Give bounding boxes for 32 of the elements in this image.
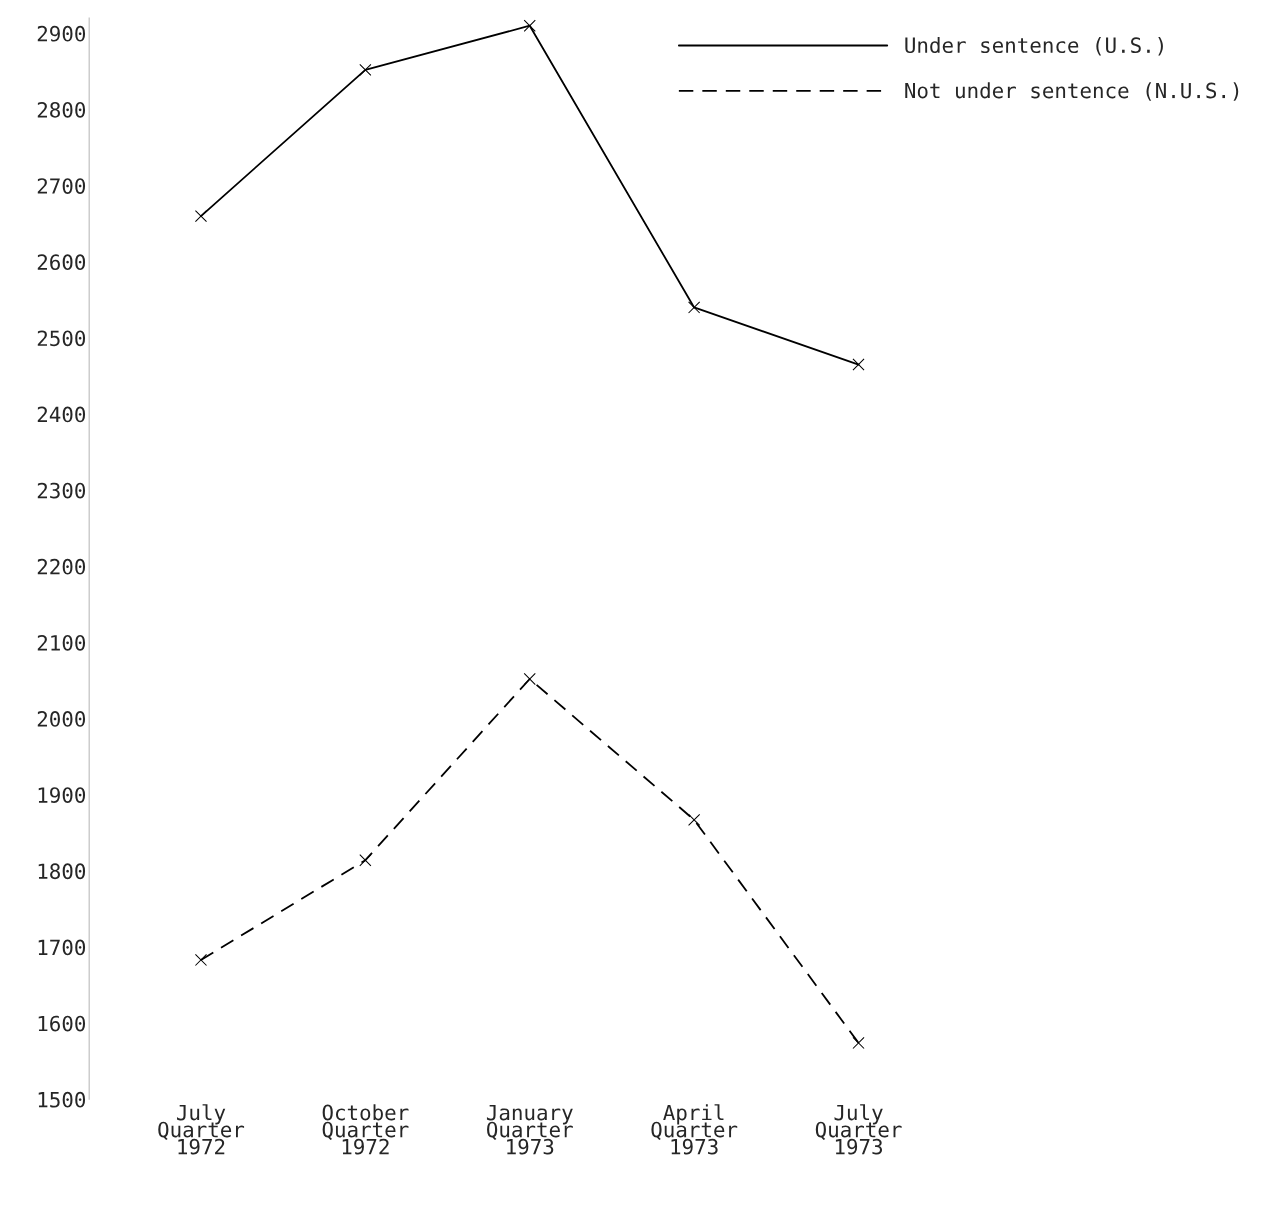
point [194, 210, 208, 223]
text: Under sentence (U.S.) [905, 36, 1163, 56]
x-tick-label: October Quarter 1972 [322, 1104, 409, 1155]
y-tick-label: 2300 [37, 482, 86, 499]
x-tick-label: April Quarter 1973 [651, 1104, 738, 1155]
x-tick-label: July Quarter 1973 [815, 1104, 902, 1155]
y-tick-label: 2900 [37, 25, 86, 42]
y-tick-label: 1800 [38, 863, 86, 880]
y-tick-label: 2500 [37, 330, 86, 347]
x-tick-label: January Quarter 1973 [486, 1104, 573, 1155]
point [852, 1036, 865, 1050]
y-tick-label: 1600 [38, 1015, 86, 1032]
y-tick-label: 1900 [38, 787, 86, 803]
point [359, 854, 372, 867]
y-tick-label: 1500 [38, 1091, 86, 1108]
point [359, 63, 372, 76]
y-tick-label: 2600 [37, 254, 86, 271]
y-tick-label: 2700 [37, 178, 86, 194]
text: Not under sentence (N.U.S.) [905, 82, 1239, 101]
point [523, 19, 536, 32]
x-tick-label: July Quarter 1972 [158, 1104, 245, 1155]
y-tick-label: 2200 [37, 558, 86, 575]
point [194, 953, 208, 967]
y-tick-label: 2000 [37, 711, 86, 727]
point [688, 813, 701, 826]
point [688, 301, 701, 314]
point [523, 672, 536, 686]
point [852, 358, 865, 371]
y-tick-label: 2800 [37, 101, 86, 118]
y-tick-label: 1700 [38, 939, 86, 956]
y-tick-label: 2100 [37, 634, 86, 651]
y-tick-label: 2400 [37, 406, 86, 423]
